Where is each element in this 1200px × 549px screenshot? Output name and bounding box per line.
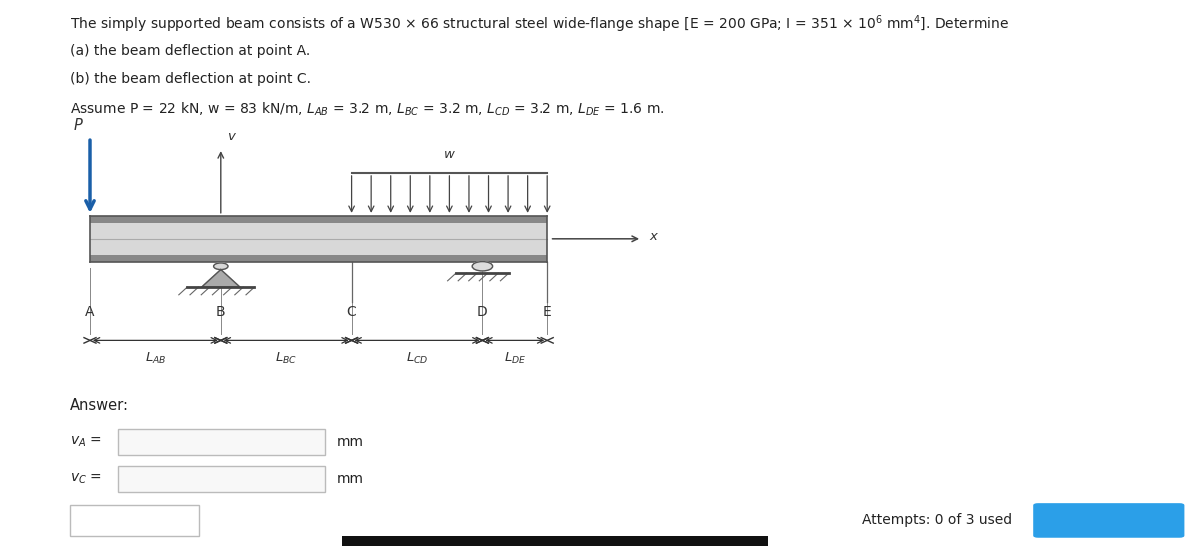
Text: E: E — [542, 305, 552, 319]
Text: $L_{CD}$: $L_{CD}$ — [406, 351, 428, 367]
Text: (b) the beam deflection at point C.: (b) the beam deflection at point C. — [70, 72, 311, 87]
Text: Submit Answer: Submit Answer — [1052, 514, 1165, 527]
Text: The simply supported beam consists of a W530 $\times$ 66 structural steel wide-f: The simply supported beam consists of a … — [70, 14, 1009, 35]
Polygon shape — [202, 270, 240, 287]
Text: mm: mm — [337, 435, 365, 449]
Text: x: x — [649, 229, 658, 243]
Text: Attempts: 0 of 3 used: Attempts: 0 of 3 used — [862, 513, 1012, 528]
Text: A: A — [85, 305, 95, 319]
Text: v: v — [227, 130, 235, 143]
Text: $v_A$ =: $v_A$ = — [70, 435, 101, 449]
Circle shape — [214, 263, 228, 270]
Text: $L_{BC}$: $L_{BC}$ — [275, 351, 298, 367]
Bar — [90, 216, 547, 223]
Circle shape — [473, 262, 493, 271]
Text: $v_C$ =: $v_C$ = — [70, 472, 102, 486]
Text: Answer:: Answer: — [70, 398, 128, 413]
Text: (a) the beam deflection at point A.: (a) the beam deflection at point A. — [70, 44, 310, 58]
Bar — [90, 255, 547, 262]
FancyBboxPatch shape — [118, 466, 325, 492]
Text: mm: mm — [337, 472, 365, 486]
Text: w: w — [444, 148, 455, 161]
Text: $L_{AB}$: $L_{AB}$ — [145, 351, 166, 367]
Text: $L_{DE}$: $L_{DE}$ — [504, 351, 526, 367]
Bar — [90, 216, 547, 262]
Text: Save for Later: Save for Later — [90, 514, 179, 527]
Bar — [342, 536, 768, 546]
Text: C: C — [347, 305, 356, 319]
FancyBboxPatch shape — [70, 505, 199, 536]
FancyBboxPatch shape — [118, 429, 325, 455]
Text: B: B — [216, 305, 226, 319]
Text: Assume P = 22 kN, w = 83 kN/m, $L_{AB}$ = 3.2 m, $L_{BC}$ = 3.2 m, $L_{CD}$ = 3.: Assume P = 22 kN, w = 83 kN/m, $L_{AB}$ … — [70, 101, 664, 119]
Text: P: P — [73, 118, 82, 133]
Text: D: D — [478, 305, 487, 319]
FancyBboxPatch shape — [1033, 503, 1184, 538]
